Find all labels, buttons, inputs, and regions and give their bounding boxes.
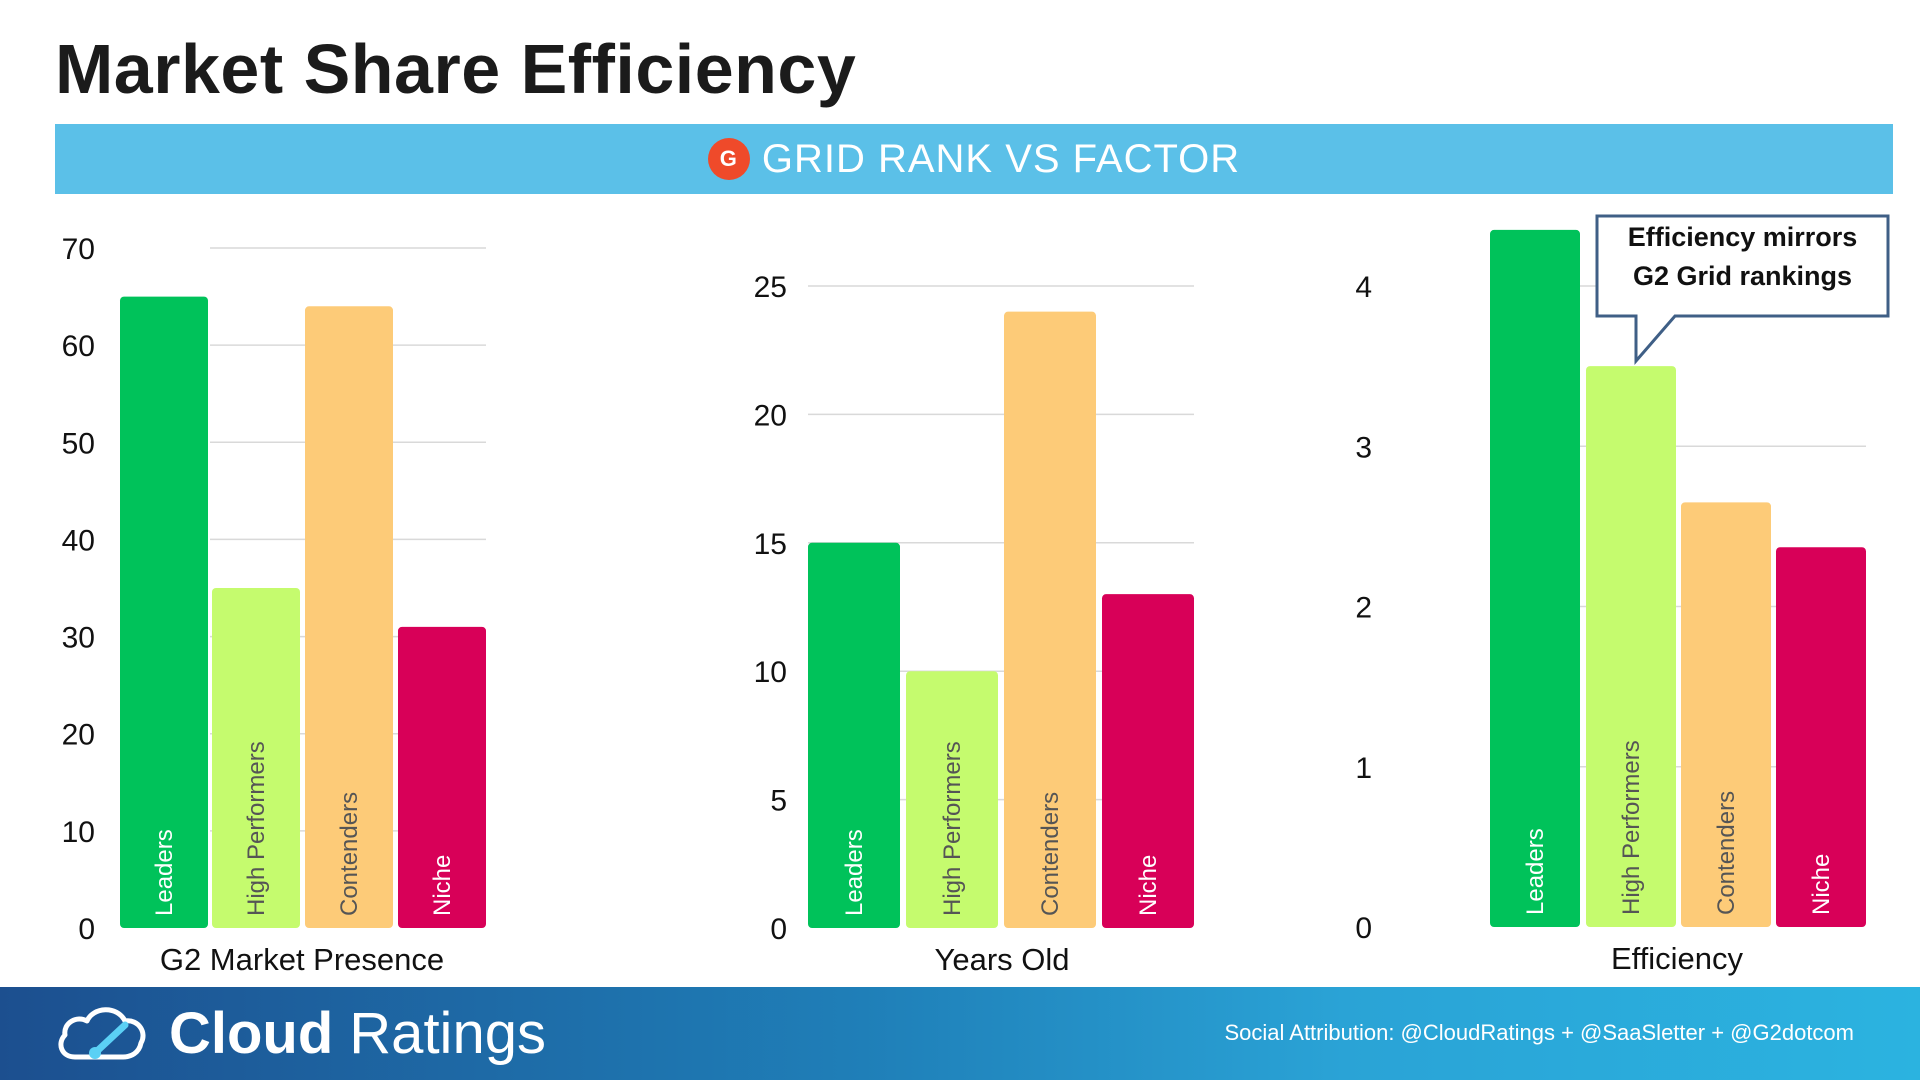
bar-2	[212, 588, 300, 928]
cloud-icon	[58, 1007, 146, 1060]
y-tick-label: 70	[62, 233, 95, 266]
bar-label: Leaders	[151, 829, 178, 916]
bar-2	[1586, 366, 1676, 927]
y-tick-label: 40	[62, 524, 95, 557]
y-tick-label: 0	[1355, 912, 1372, 945]
bar-label: Leaders	[1522, 828, 1549, 915]
bar-3	[1004, 311, 1096, 928]
y-tick-label: 15	[754, 528, 787, 561]
chart-3: 0 1 2 3 4 Leaders High Performers Contenders Nic…	[1355, 229, 1866, 976]
bar-1	[1490, 229, 1580, 928]
brand-name-bold: Cloud	[169, 1000, 334, 1066]
callout-line-2: G2 Grid rankings	[1632, 261, 1853, 291]
banner: G GRID RANK VS FACTOR	[55, 124, 1893, 194]
g2-logo-icon: G	[707, 138, 750, 180]
chart-2: 0 5 10 15 20 25 Leaders High Performers Contende…	[754, 271, 1194, 977]
y-tick-label: 2	[1355, 592, 1372, 625]
y-tick-label: 4	[1355, 271, 1372, 304]
y-tick-label: 5	[770, 785, 787, 818]
social-attribution: Social Attribution: @CloudRatings + @Saa…	[1224, 1020, 1854, 1045]
y-tick-label: 30	[62, 622, 95, 655]
brand-logo: Cloud Ratings	[55, 997, 546, 1069]
chart-1: 0 10 20 30 40 50 60 70 Leaders High Performers Con…	[62, 233, 486, 977]
y-tick-label: 0	[770, 913, 787, 946]
bar-label: Niche	[429, 855, 456, 916]
y-tick-label: 20	[62, 719, 95, 752]
x-axis-label: Efficiency	[1611, 941, 1744, 976]
y-tick-label: 0	[78, 913, 95, 946]
bar-label: High Performers	[243, 741, 270, 916]
y-tick-label: 10	[62, 816, 95, 849]
y-tick-label: 50	[62, 427, 95, 460]
bar-label: Contenders	[1713, 791, 1740, 915]
x-axis-label: G2 Market Presence	[160, 942, 444, 977]
y-tick-label: 25	[754, 271, 787, 304]
y-tick-label: 3	[1355, 431, 1372, 464]
bar-label: High Performers	[939, 741, 966, 916]
bar-label: Niche	[1808, 854, 1835, 915]
bar-1	[120, 296, 208, 929]
bar-4	[398, 626, 486, 928]
bar-3	[305, 306, 393, 928]
x-axis-label: Years Old	[935, 942, 1070, 977]
y-tick-label: 10	[754, 656, 787, 689]
bar-1	[808, 542, 900, 928]
y-tick-label: 20	[754, 399, 787, 432]
callout-bubble	[1595, 214, 1890, 366]
bar-4	[1102, 594, 1194, 928]
page-title: Market Share Efficiency	[55, 30, 857, 108]
bar-label: Leaders	[841, 829, 868, 916]
footer: Cloud Ratings Social Attribution: @Cloud…	[0, 987, 1920, 1080]
bar-label: Contenders	[336, 792, 363, 916]
callout: Efficiency mirrors G2 Grid rankings	[1597, 218, 1888, 296]
bar-label: Contenders	[1037, 792, 1064, 916]
y-tick-label: 1	[1355, 752, 1372, 785]
banner-text: GRID RANK VS FACTOR	[761, 136, 1241, 181]
bar-label: Niche	[1135, 855, 1162, 916]
brand-name-light: Ratings	[349, 1000, 546, 1066]
bar-2	[906, 671, 998, 928]
bar-label: High Performers	[1618, 740, 1645, 915]
callout-line-1: Efficiency mirrors	[1627, 222, 1858, 252]
y-tick-label: 60	[62, 330, 95, 363]
bar-3	[1681, 502, 1771, 927]
bar-4	[1776, 547, 1866, 927]
